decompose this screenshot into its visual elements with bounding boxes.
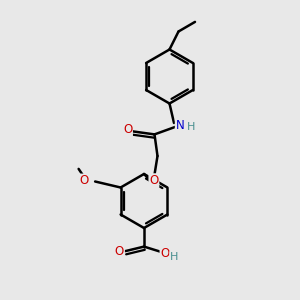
- Text: O: O: [79, 174, 88, 188]
- Text: H: H: [170, 252, 178, 262]
- Text: O: O: [123, 123, 132, 136]
- Text: O: O: [160, 247, 169, 260]
- Text: O: O: [115, 245, 124, 258]
- Text: N: N: [176, 119, 184, 132]
- Text: O: O: [149, 174, 158, 187]
- Text: H: H: [187, 122, 195, 132]
